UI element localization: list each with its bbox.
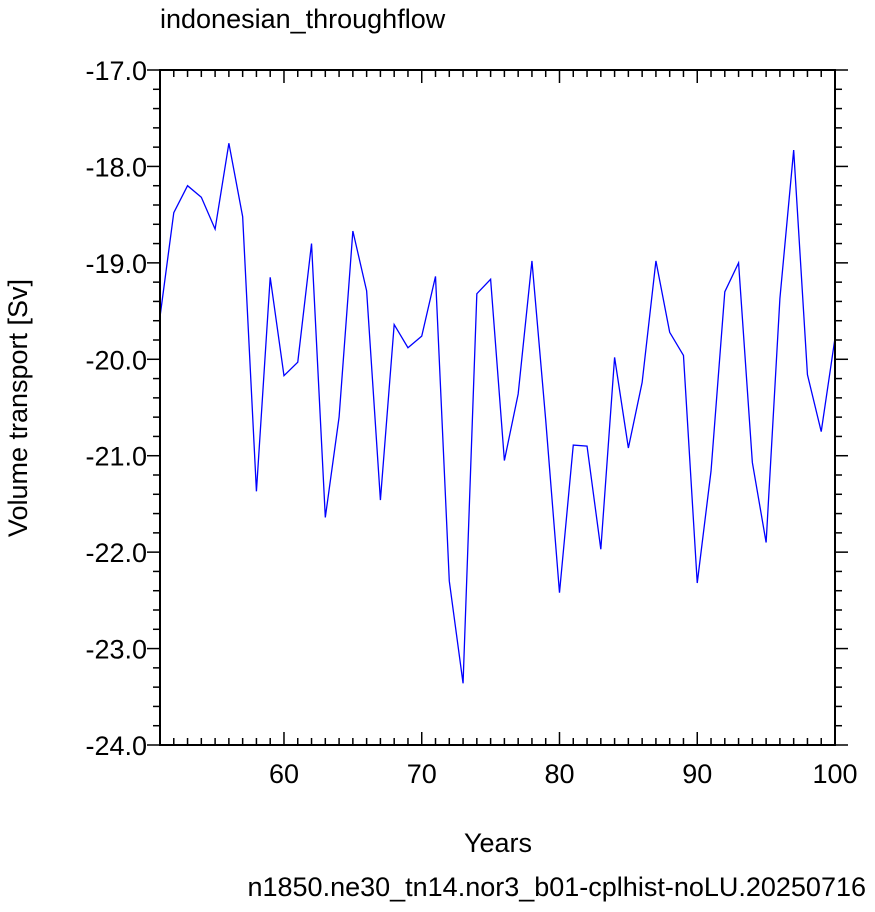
run-id-subtitle: n1850.ne30_tn14.nor3_b01-cplhist-noLU.20…: [247, 872, 866, 902]
x-tick-label: 80: [544, 759, 574, 789]
x-axis-label: Years: [464, 828, 532, 858]
axis-ticks: [147, 69, 848, 746]
x-tick-label: 90: [682, 759, 712, 789]
y-axis-label: Volume transport [Sv]: [3, 279, 33, 537]
y-tick-label: -22.0: [85, 538, 147, 568]
y-tick-label: -24.0: [85, 731, 147, 761]
y-tick-label: -21.0: [85, 442, 147, 472]
y-tick-label: -18.0: [85, 152, 147, 182]
tick-labels: 60 70 80 90 100 -24.0 -23.0 -22.0 -21.0 -20.0 -19.…: [85, 56, 857, 789]
plot-frame: [159, 69, 836, 746]
y-tick-label: -19.0: [85, 249, 147, 279]
y-tick-label: -20.0: [85, 345, 147, 375]
y-tick-label: -17.0: [85, 56, 147, 86]
series-line: [159, 143, 836, 684]
chart-title: indonesian_throughflow: [160, 4, 446, 34]
x-tick-label: 70: [407, 759, 437, 789]
y-tick-label: -23.0: [85, 635, 147, 665]
x-tick-label: 60: [269, 759, 299, 789]
x-tick-label: 100: [812, 759, 857, 789]
